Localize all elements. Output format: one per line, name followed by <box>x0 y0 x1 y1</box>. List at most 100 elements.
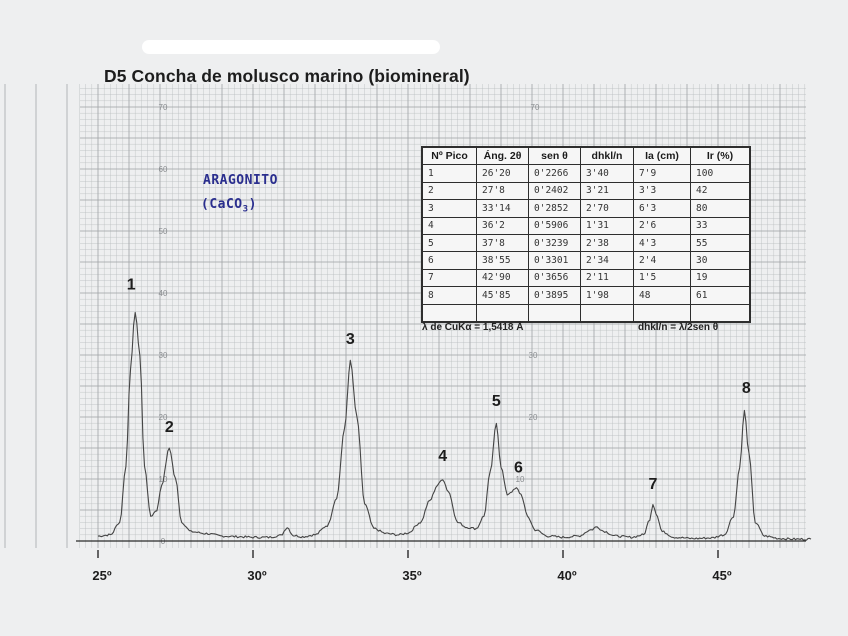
y-tick-label: 50 <box>159 227 168 236</box>
y-tick-label: 60 <box>159 165 168 174</box>
x-tick-label: 30º <box>247 568 266 583</box>
peak-table: Nº Pico Áng. 2θ sen θ dhkl/n Ia (cm) Ir … <box>421 146 751 323</box>
table-cell: 3 <box>421 199 477 218</box>
table-cell: 8 <box>421 286 477 305</box>
col-header: Nº Pico <box>421 146 477 166</box>
table-cell: 19 <box>690 268 751 288</box>
table-header-row: Nº Pico Áng. 2θ sen θ dhkl/n Ia (cm) Ir … <box>421 146 751 166</box>
col-header: sen θ <box>528 146 581 166</box>
table-cell: 2'11 <box>580 268 634 288</box>
table-cell <box>421 303 477 323</box>
diffraction-trace <box>97 311 812 541</box>
peak-label-2: 2 <box>165 419 174 436</box>
table-cell: 2'34 <box>580 251 634 270</box>
table-cell: 0'3301 <box>528 251 581 270</box>
table-cell <box>476 303 529 323</box>
redacted-name-bar <box>142 40 440 54</box>
table-cell: 0'3656 <box>528 268 581 288</box>
table-cell: 2'70 <box>580 199 634 218</box>
col-header: Ia (cm) <box>633 146 691 166</box>
y-tick-label-repeat: 70 <box>531 103 540 112</box>
col-header: Ir (%) <box>690 146 751 166</box>
table-cell <box>528 303 581 323</box>
table-cell: 80 <box>690 199 751 218</box>
table-cell: 2 <box>421 181 477 201</box>
table-row: 5 37'8 0'3239 2'38 4'3 55 <box>421 233 751 253</box>
mineral-annotation: ARAGONITO <box>203 173 278 188</box>
table-cell <box>690 303 751 323</box>
peak-label-8: 8 <box>742 380 751 397</box>
peak-label-5: 5 <box>492 393 501 410</box>
table-cell: 36'2 <box>476 216 529 235</box>
table-row: 2 27'8 0'2402 3'21 3'3 42 <box>421 181 751 201</box>
table-cell: 0'2402 <box>528 181 581 201</box>
table-cell: 1'31 <box>580 216 634 235</box>
table-cell: 100 <box>690 164 751 183</box>
table-cell <box>633 303 691 323</box>
table-cell: 38'55 <box>476 251 529 270</box>
y-tick-label: 30 <box>159 351 168 360</box>
table-cell: 2'4 <box>633 251 691 270</box>
table-row: 7 42'90 0'3656 2'11 1'5 19 <box>421 268 751 288</box>
bragg-note: dhkl/n = λ/2sen θ <box>638 322 719 333</box>
table-cell: 42 <box>690 181 751 201</box>
table-cell: 0'2852 <box>528 199 581 218</box>
x-tick-label: 45º <box>712 568 731 583</box>
table-cell: 33'14 <box>476 199 529 218</box>
peak-label-7: 7 <box>648 476 657 493</box>
table-row: 8 45'85 0'3895 1'98 48 61 <box>421 286 751 305</box>
table-row: 4 36'2 0'5906 1'31 2'6 33 <box>421 216 751 235</box>
x-tick-label: 35º <box>402 568 421 583</box>
table-cell: 7'9 <box>633 164 691 183</box>
table-cell: 1'98 <box>580 286 634 305</box>
table-cell: 6'3 <box>633 199 691 218</box>
table-cell: 0'5906 <box>528 216 581 235</box>
peak-label-1: 1 <box>127 277 136 294</box>
table-row: 3 33'14 0'2852 2'70 6'3 80 <box>421 199 751 218</box>
table-cell: 30 <box>690 251 751 270</box>
table-cell: 37'8 <box>476 233 529 253</box>
y-tick-label: 20 <box>159 413 168 422</box>
table-row <box>421 303 751 323</box>
table-cell: 48 <box>633 286 691 305</box>
peak-label-4: 4 <box>438 448 447 465</box>
table-cell: 2'38 <box>580 233 634 253</box>
x-tick-label: 25º <box>92 568 111 583</box>
wavelength-note: λ de CuKα = 1,5418 Å <box>422 322 524 333</box>
peak-label-6: 6 <box>514 459 523 476</box>
table-cell: 45'85 <box>476 286 529 305</box>
table-cell: 4 <box>421 216 477 235</box>
table-cell: 61 <box>690 286 751 305</box>
table-cell: 3'40 <box>580 164 634 183</box>
page-title: D5 Concha de molusco marino (biomineral) <box>104 66 470 86</box>
table-cell: 1'5 <box>633 268 691 288</box>
table-cell: 7 <box>421 268 477 288</box>
y-tick-label: 70 <box>159 103 168 112</box>
table-cell: 26'20 <box>476 164 529 183</box>
trace-line <box>97 311 812 541</box>
table-cell <box>580 303 634 323</box>
peak-labels: 1 2 3 4 5 6 7 8 <box>127 277 751 493</box>
table-cell: 55 <box>690 233 751 253</box>
table-cell: 6 <box>421 251 477 270</box>
col-header: dhkl/n <box>580 146 634 166</box>
table-cell: 0'3239 <box>528 233 581 253</box>
col-header: Áng. 2θ <box>476 146 529 166</box>
y-tick-label-repeat: 10 <box>516 475 525 484</box>
table-cell: 4'3 <box>633 233 691 253</box>
table-cell: 3'21 <box>580 181 634 201</box>
x-tick-label: 40º <box>557 568 576 583</box>
table-cell: 0'2266 <box>528 164 581 183</box>
table-cell: 3'3 <box>633 181 691 201</box>
table-cell: 2'6 <box>633 216 691 235</box>
table-row: 1 26'20 0'2266 3'40 7'9 100 <box>421 164 751 183</box>
table-cell: 5 <box>421 233 477 253</box>
table-cell: 1 <box>421 164 477 183</box>
x-ticks: 25º 30º 35º 40º 45º <box>92 550 732 583</box>
y-tick-label-repeat: 20 <box>529 413 538 422</box>
y-tick-label-repeat: 30 <box>529 351 538 360</box>
table-cell: 0'3895 <box>528 286 581 305</box>
peak-label-3: 3 <box>346 331 355 348</box>
table-cell: 42'90 <box>476 268 529 288</box>
